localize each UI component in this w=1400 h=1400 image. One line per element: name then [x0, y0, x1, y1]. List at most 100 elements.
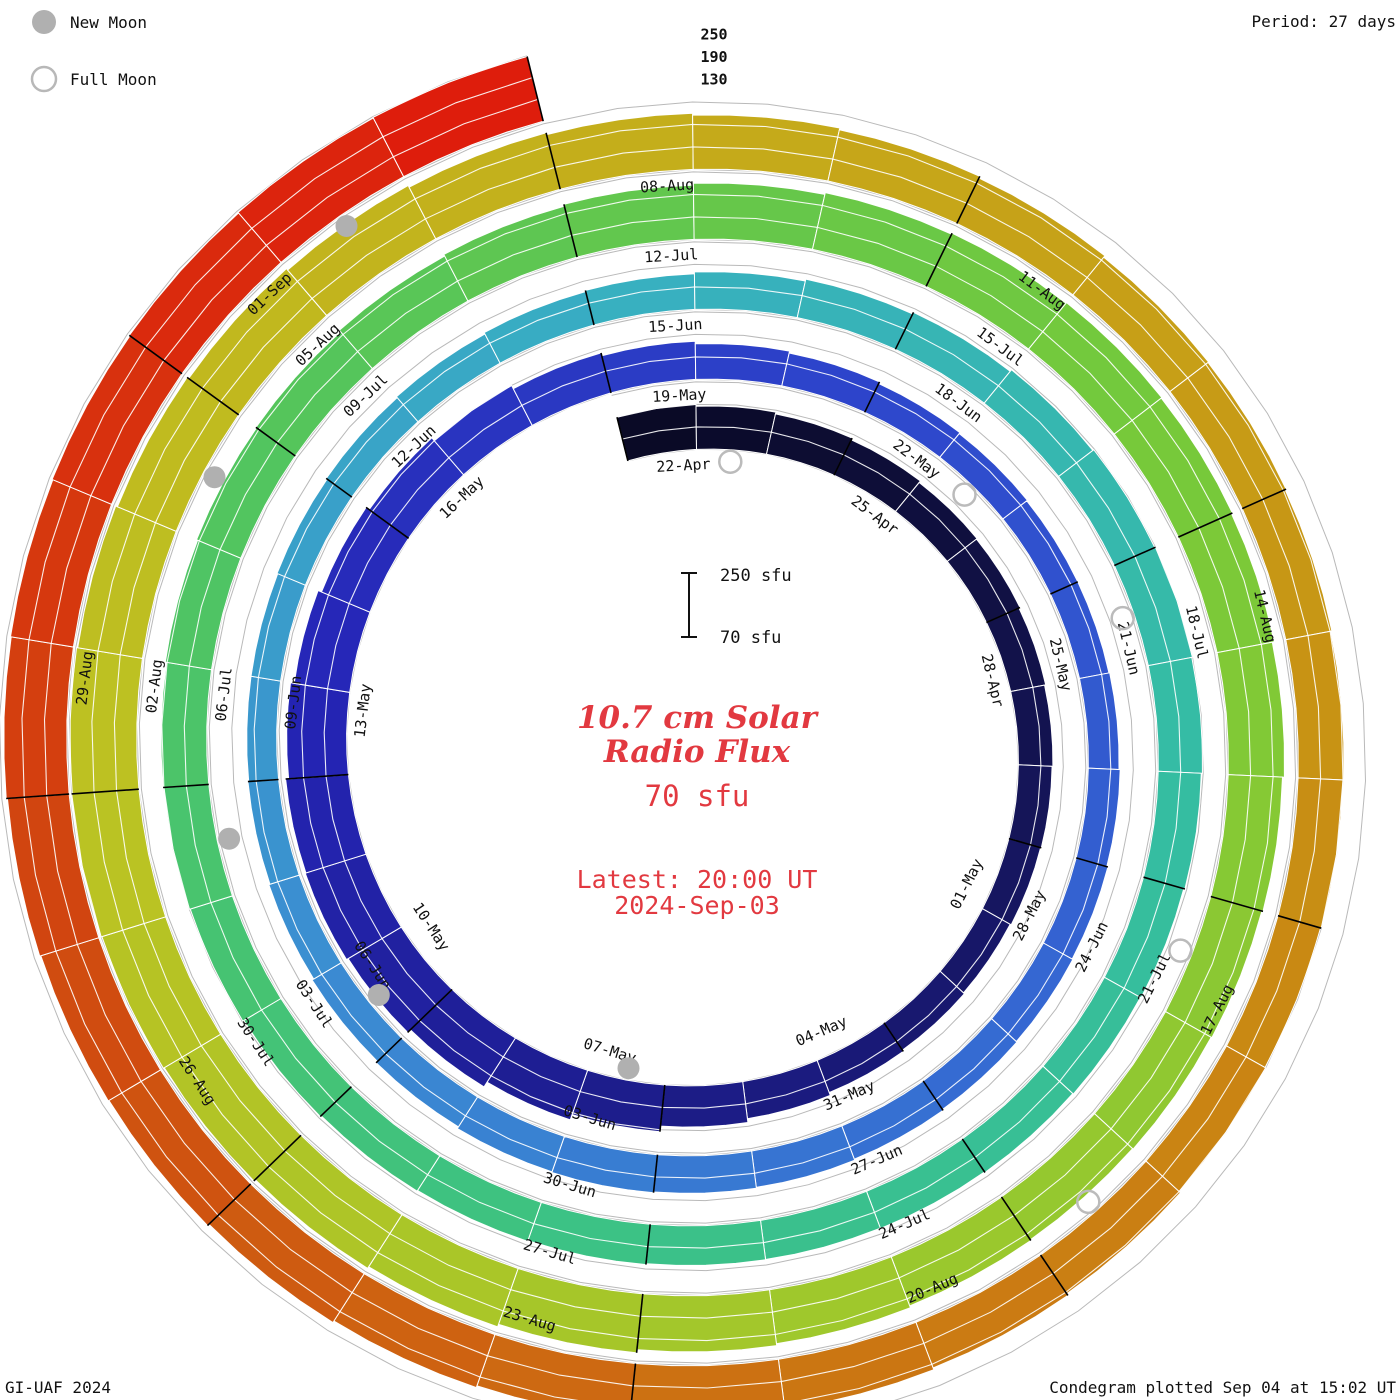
boundary-tick — [652, 1154, 659, 1193]
flux-segment — [956, 177, 1106, 296]
boundary-tick — [645, 1224, 651, 1265]
flux-segment — [285, 774, 367, 874]
flux-segment — [883, 970, 966, 1051]
date-label: 04-May — [793, 1012, 850, 1050]
boundary-tick — [365, 506, 410, 539]
flux-segment — [1075, 767, 1121, 868]
legend-new-moon-label: New Moon — [70, 13, 147, 32]
flux-segment — [922, 1017, 1018, 1111]
flux-segment — [742, 1059, 831, 1120]
flux-segment — [164, 539, 242, 671]
boundary-tick — [1075, 857, 1109, 868]
axis-tick-label: 250 — [700, 26, 727, 44]
boundary-tick — [563, 204, 578, 258]
chart-title-line1: 10.7 cm Solar — [577, 700, 820, 736]
boundary-tick — [545, 132, 561, 190]
new-moon-marker — [367, 984, 390, 1006]
boundary-tick — [1050, 581, 1079, 595]
full-moon-marker — [718, 449, 743, 474]
boundary-tick — [6, 793, 70, 800]
boundary-tick — [325, 477, 353, 498]
boundary-tick — [659, 1084, 666, 1132]
flux-segment — [601, 340, 697, 394]
date-label: 08-Aug — [640, 175, 695, 196]
flux-segment — [636, 1289, 778, 1353]
boundary-tick — [1039, 1254, 1069, 1296]
flux-segment — [652, 1150, 757, 1194]
date-label: 12-Jul — [644, 245, 699, 266]
flux-segment — [939, 432, 1029, 520]
date-label: 19-May — [652, 385, 707, 406]
boundary-tick — [600, 352, 612, 394]
flux-segment — [692, 182, 826, 250]
flux-segment — [77, 505, 177, 659]
flux-segment — [645, 1219, 767, 1266]
flux-segment — [894, 481, 978, 563]
flux-segment — [368, 437, 465, 539]
boundary-tick — [375, 1037, 403, 1064]
boundary-tick — [635, 1293, 644, 1353]
new-moon-icon — [32, 10, 56, 34]
credit-label: GI-UAF 2024 — [5, 1378, 111, 1397]
moon-markers — [203, 215, 1193, 1215]
boundary-tick — [1177, 512, 1233, 538]
flux-segment — [833, 439, 922, 513]
flux-segment — [694, 343, 791, 387]
flux-segment — [551, 1135, 659, 1194]
flux-segment — [1241, 488, 1333, 641]
boundary-tick — [1000, 1196, 1032, 1241]
chart-title-line2: Radio Flux — [603, 734, 791, 770]
flux-segment — [286, 184, 437, 317]
flux-segment — [781, 352, 881, 413]
boundary-tick — [407, 988, 453, 1033]
full-moon-marker — [1076, 1189, 1101, 1215]
flux-segment — [751, 1125, 856, 1188]
flux-segment — [311, 962, 403, 1063]
flux-segment — [1177, 512, 1275, 654]
flux-segment — [1093, 1010, 1212, 1150]
boundary-tick — [206, 1183, 252, 1227]
flux-segment — [1142, 770, 1202, 890]
flux-segments — [3, 55, 1345, 1400]
axis-tick-label: 190 — [700, 48, 727, 66]
flux-segment — [1010, 684, 1054, 767]
boundary-tick — [925, 232, 953, 287]
date-label: 15-Jun — [648, 315, 703, 336]
flux-axis-labels: 250 190 130 — [700, 26, 727, 89]
boundary-tick — [986, 606, 1021, 624]
full-moon-marker — [1168, 938, 1193, 963]
boundary-tick — [319, 1086, 352, 1118]
scale-bar-bottom-label: 70 sfu — [720, 628, 781, 648]
new-moon-marker — [617, 1057, 640, 1080]
flux-segment — [796, 278, 914, 350]
grid-spiral-overlay — [43, 98, 1322, 1389]
boundary-tick — [922, 1080, 944, 1111]
boundary-tick — [285, 773, 349, 780]
flux-segment — [1277, 777, 1344, 929]
boundary-tick — [630, 1363, 637, 1400]
full-moon-marker — [1110, 605, 1135, 631]
boundary-tick — [1241, 488, 1287, 510]
axis-tick-label: 130 — [700, 71, 727, 89]
boundary-tick — [128, 334, 183, 375]
new-moon-marker — [335, 215, 358, 237]
boundary-tick — [186, 376, 240, 416]
flux-scale-bar — [681, 572, 697, 638]
flux-segment — [293, 589, 371, 693]
flux-segment — [777, 1321, 935, 1400]
flux-segment — [864, 382, 961, 458]
new-moon-marker — [203, 466, 226, 489]
flux-segment — [631, 1358, 785, 1400]
boundary-tick — [71, 788, 139, 795]
flux-segment — [1027, 301, 1163, 435]
date-label: 22-Apr — [656, 455, 711, 476]
full-moon-icon — [30, 65, 58, 93]
boundary-tick — [1143, 876, 1186, 890]
flux-segment — [1042, 976, 1142, 1095]
latest-time-label: Latest: 20:00 UT — [577, 865, 818, 894]
full-moon-marker — [952, 482, 977, 507]
boundary-tick — [1113, 546, 1156, 567]
flux-segment — [456, 1096, 566, 1173]
boundary-tick — [883, 1022, 904, 1052]
boundary-tick — [247, 778, 279, 783]
